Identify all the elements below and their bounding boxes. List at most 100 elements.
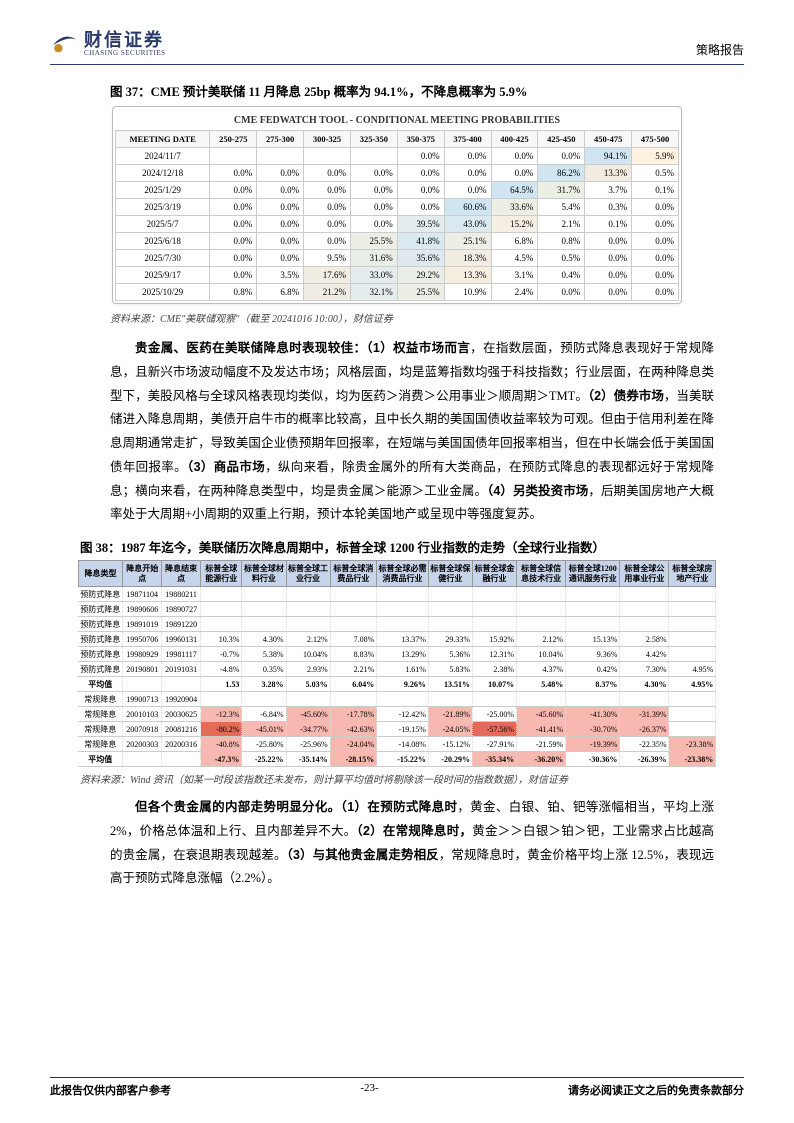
cme-cell: 0.0%: [210, 233, 257, 250]
sp-value-cell: [242, 602, 286, 617]
sp-value-cell: 4.42%: [620, 647, 669, 662]
sp-label-cell: [162, 677, 201, 692]
sp-value-cell: 2.12%: [286, 632, 330, 647]
sp-value-cell: [330, 692, 377, 707]
cme-cell: 0.0%: [585, 250, 632, 267]
sp-value-cell: -34.77%: [286, 722, 330, 737]
sp-value-cell: 2.21%: [330, 662, 377, 677]
cme-cell: 5.9%: [632, 148, 679, 165]
cme-col-header: MEETING DATE: [116, 131, 210, 148]
sp-label-cell: 19891019: [123, 617, 162, 632]
sp-value-cell: -80.2%: [201, 722, 242, 737]
sp-value-cell: -0.7%: [201, 647, 242, 662]
sp-row: 预防式降息2019080120191031-4.8%0.35%2.93%2.21…: [78, 662, 715, 677]
cme-cell: 33.0%: [350, 267, 397, 284]
sp-value-cell: [620, 617, 669, 632]
cme-date-cell: 2025/10/29: [116, 284, 210, 301]
sp-label-cell: [162, 752, 201, 767]
cme-date-cell: 2025/7/30: [116, 250, 210, 267]
sp-value-cell: 10.3%: [201, 632, 242, 647]
cme-row: 2025/10/290.8%6.8%21.2%32.1%25.5%10.9%2.…: [116, 284, 679, 301]
sp-value-cell: [330, 602, 377, 617]
sp-value-cell: -23.38%: [669, 737, 716, 752]
sp-value-cell: -15.22%: [377, 752, 429, 767]
sp-value-cell: [330, 617, 377, 632]
sp-col-header: 标普全球信息技术行业: [517, 561, 566, 587]
sp-value-cell: [566, 602, 620, 617]
sp-value-cell: [286, 617, 330, 632]
sp-value-cell: 5.03%: [286, 677, 330, 692]
sp-value-cell: [669, 722, 716, 737]
sp-value-cell: -25.00%: [472, 707, 516, 722]
sp-label-cell: 预防式降息: [78, 632, 123, 647]
sp-row: 预防式降息199507061996013110.3%4.30%2.12%7.08…: [78, 632, 715, 647]
sp-value-cell: 1.61%: [377, 662, 429, 677]
cme-row: 2024/11/70.0%0.0%0.0%0.0%94.1%5.9%: [116, 148, 679, 165]
cme-cell: 0.0%: [304, 182, 351, 199]
cme-cell: 33.6%: [491, 199, 538, 216]
sp-value-cell: [669, 707, 716, 722]
sp-value-cell: -41.41%: [517, 722, 566, 737]
cme-cell: 0.0%: [210, 216, 257, 233]
sp-global-table: 降息类型降息开始点降息结束点标普全球能源行业标普全球材料行业标普全球工业行业标普…: [78, 560, 716, 767]
cme-cell: 43.0%: [444, 216, 491, 233]
sp-value-cell: [201, 587, 242, 602]
cme-date-cell: 2024/12/18: [116, 165, 210, 182]
cme-cell: 0.8%: [538, 233, 585, 250]
cme-cell: 0.0%: [585, 267, 632, 284]
sp-label-cell: [123, 677, 162, 692]
sp-label-cell: 预防式降息: [78, 662, 123, 677]
sp-value-cell: 15.13%: [566, 632, 620, 647]
cme-cell: 0.1%: [585, 216, 632, 233]
sp-value-cell: [428, 617, 472, 632]
cme-row: 2025/5/70.0%0.0%0.0%0.0%39.5%43.0%15.2%2…: [116, 216, 679, 233]
cme-cell: 0.0%: [350, 165, 397, 182]
sp-label-cell: 20200303: [123, 737, 162, 752]
sp-value-cell: [242, 692, 286, 707]
sp-value-cell: -30.36%: [566, 752, 620, 767]
cme-cell: 18.3%: [444, 250, 491, 267]
figure-37-source: 资料来源：CME"美联储观察"（截至 20241016 10:00），财信证券: [110, 310, 744, 325]
sp-row: 预防式降息1998092919981117-0.7%5.38%10.04%8.8…: [78, 647, 715, 662]
sp-value-cell: 0.35%: [242, 662, 286, 677]
cme-cell: 6.8%: [491, 233, 538, 250]
sp-value-cell: -26.37%: [620, 722, 669, 737]
sp-value-cell: [472, 617, 516, 632]
sp-label-cell: 20191031: [162, 662, 201, 677]
cme-table: MEETING DATE250-275275-300300-325325-350…: [115, 130, 679, 301]
sp-value-cell: [517, 692, 566, 707]
cme-cell: 13.3%: [444, 267, 491, 284]
sp-label-cell: 19891220: [162, 617, 201, 632]
cme-cell: 0.0%: [491, 165, 538, 182]
sp-value-cell: [242, 617, 286, 632]
cme-cell: 41.8%: [397, 233, 444, 250]
sp-value-cell: -57.56%: [472, 722, 516, 737]
sp-value-cell: [669, 602, 716, 617]
sp-row: 预防式降息1987110419880211: [78, 587, 715, 602]
sp-value-cell: -21.59%: [517, 737, 566, 752]
sp-label-cell: 20030625: [162, 707, 201, 722]
sp-value-cell: [242, 587, 286, 602]
cme-cell: 0.0%: [538, 284, 585, 301]
cme-cell: 0.0%: [632, 267, 679, 284]
sp-value-cell: [428, 587, 472, 602]
sp-value-cell: [620, 602, 669, 617]
sp-value-cell: -22.35%: [620, 737, 669, 752]
sp-col-header: 标普全球材料行业: [242, 561, 286, 587]
sp-value-cell: -40.8%: [201, 737, 242, 752]
sp-col-header: 标普全球能源行业: [201, 561, 242, 587]
cme-row: 2025/9/170.0%3.5%17.6%33.0%29.2%13.3%3.1…: [116, 267, 679, 284]
cme-cell: 0.0%: [397, 199, 444, 216]
cme-cell: 2.1%: [538, 216, 585, 233]
sp-label-cell: 20190801: [123, 662, 162, 677]
logo: 财信证券 CHASING SECURITIES: [50, 30, 166, 58]
sp-col-header: 降息开始点: [123, 561, 162, 587]
sp-value-cell: -12.42%: [377, 707, 429, 722]
cme-cell: 0.5%: [632, 165, 679, 182]
cme-cell: 29.2%: [397, 267, 444, 284]
cme-row: 2025/1/290.0%0.0%0.0%0.0%0.0%0.0%64.5%31…: [116, 182, 679, 199]
sp-value-cell: -25.22%: [242, 752, 286, 767]
sp-value-cell: -21.89%: [428, 707, 472, 722]
sp-value-cell: -42.63%: [330, 722, 377, 737]
sp-value-cell: [377, 692, 429, 707]
